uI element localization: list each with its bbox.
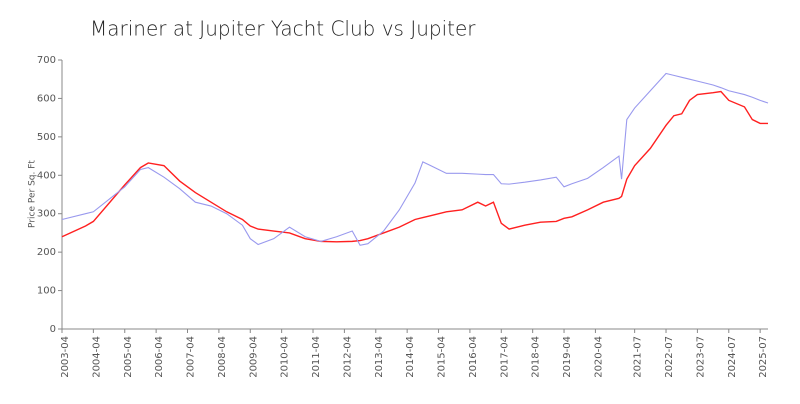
x-tick-label: 2012-04: [342, 336, 353, 378]
y-tick-label: 600: [37, 93, 56, 104]
x-tick-label: 2010-04: [280, 336, 291, 378]
data-line: [61, 90, 768, 243]
x-tick-label: 2009-04: [248, 336, 259, 378]
y-tick-label: 400: [37, 170, 56, 181]
x-tick-label: 2015-04: [437, 336, 448, 378]
x-tick-label: 2018-04: [531, 336, 542, 378]
x-tick-label: 2013-04: [374, 336, 385, 378]
x-tick-label: 2023-07: [695, 336, 706, 378]
y-tick-label: 500: [37, 132, 56, 143]
chart-title: Mariner at Jupiter Yacht Club vs Jupiter: [90, 17, 476, 41]
x-tick-label: 2022-07: [664, 336, 675, 378]
x-tick-label: 2020-04: [593, 336, 604, 378]
x-tick-label: 2021-07: [633, 336, 644, 378]
x-tick-label: 2007-04: [186, 336, 197, 378]
x-tick-label: 2016-04: [468, 336, 479, 378]
x-tick-label: 2011-04: [311, 336, 322, 378]
x-tick-label: 2005-04: [123, 336, 134, 378]
x-tick-label: 2014-04: [405, 336, 416, 378]
x-tick-label: 2024-07: [727, 336, 738, 378]
x-tick-label: 2008-04: [217, 336, 228, 378]
x-tick-label: 2004-04: [91, 336, 102, 378]
y-tick-label: 300: [37, 209, 56, 220]
x-tick-label: 2019-04: [562, 336, 573, 378]
x-tick-label: 2006-04: [154, 336, 165, 378]
y-tick-label: 0: [50, 324, 56, 335]
y-tick-label: 100: [37, 286, 56, 297]
y-tick-label: 700: [37, 55, 56, 66]
y-tick-label: 200: [37, 247, 56, 258]
x-tick-label: 2025-07: [758, 336, 769, 378]
x-tick-label: 2017-04: [499, 336, 510, 378]
data-line: [61, 72, 769, 246]
y-axis-label: Price Per Sq. Ft: [28, 160, 38, 228]
x-tick-label: 2003-04: [60, 336, 71, 378]
